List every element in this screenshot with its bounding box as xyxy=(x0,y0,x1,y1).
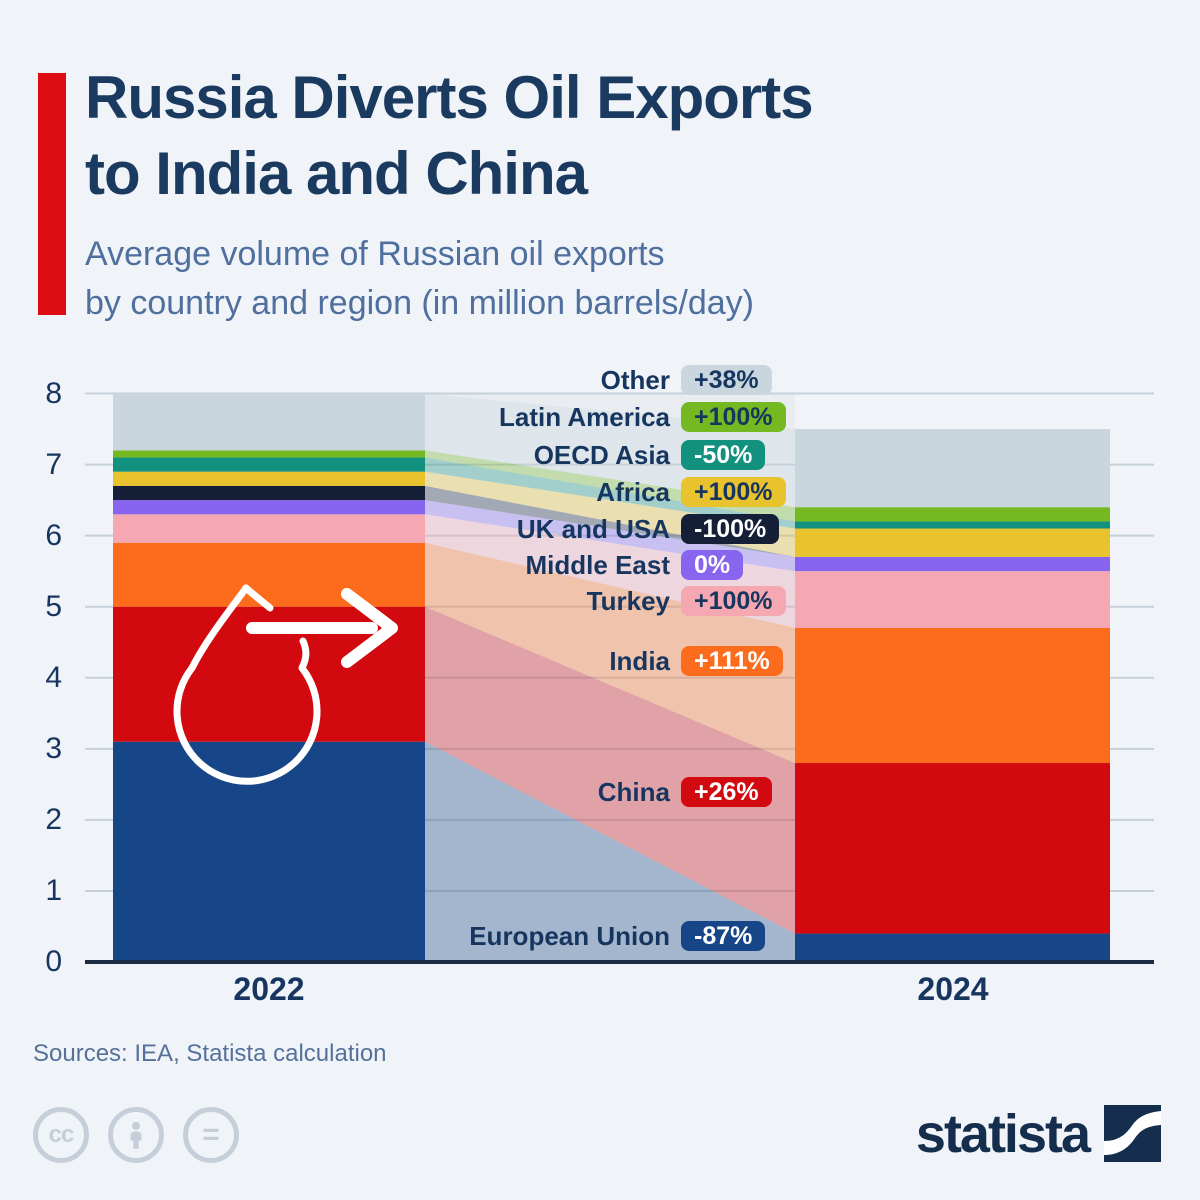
y-axis-tick-label: 0 xyxy=(45,945,62,978)
flow-band xyxy=(425,741,795,962)
statista-logo-mark xyxy=(1104,1104,1161,1162)
bar-segment-2022 xyxy=(113,450,425,458)
change-badge: +111% xyxy=(681,646,783,676)
flow-label: Turkey xyxy=(586,586,670,616)
y-axis-tick-label: 4 xyxy=(45,660,62,694)
change-badge: 0% xyxy=(681,550,744,580)
flow-label-row: Turkey +100% xyxy=(0,585,1200,617)
nd-equals-icon: = xyxy=(183,1107,239,1163)
bar-segment-2024 xyxy=(795,556,1110,572)
statista-wordmark: statista xyxy=(915,1104,1091,1164)
bar-segment-2024 xyxy=(795,933,1110,962)
bar-segment-2022 xyxy=(113,542,425,607)
flow-label-row: Middle East 0% xyxy=(0,549,1200,581)
y-axis-tick-label: 6 xyxy=(45,518,62,552)
y-axis-tick-label: 2 xyxy=(45,802,62,836)
sources-note: Sources: IEA, Statista calculation xyxy=(33,1040,387,1067)
subtitle-line-2: by country and region (in million barrel… xyxy=(85,284,754,322)
change-badge: +38% xyxy=(681,365,772,395)
flow-label: European Union xyxy=(469,921,670,951)
change-badge: -100% xyxy=(681,514,780,544)
bar-segment-2024 xyxy=(795,628,1110,764)
flow-label-row: UK and USA -100% xyxy=(0,513,1200,545)
flow-label: Other xyxy=(600,365,670,395)
flow-label-row: Latin America +100% xyxy=(0,401,1200,433)
page-title: Russia Diverts Oil Exports to India and … xyxy=(85,60,814,212)
flow-band xyxy=(425,485,795,557)
cc-icon: cc xyxy=(33,1107,89,1163)
change-badge: +100% xyxy=(681,477,786,507)
y-axis-tick-label: 3 xyxy=(45,731,62,765)
flow-label: Middle East xyxy=(525,550,670,580)
y-axis-tick-label: 5 xyxy=(45,589,62,623)
change-badge: -87% xyxy=(681,921,766,951)
statista-logo: statista xyxy=(915,1104,1161,1164)
x-axis-label-2022: 2022 xyxy=(233,971,305,1007)
title-line-1: Russia Diverts Oil Exports xyxy=(85,64,814,131)
bar-segment-2022 xyxy=(113,393,425,451)
y-axis-tick-label: 1 xyxy=(45,873,62,907)
flow-band xyxy=(425,457,795,529)
change-badge: +100% xyxy=(681,402,786,432)
change-badge: +26% xyxy=(681,777,772,807)
page-subtitle: Average volume of Russian oil exports by… xyxy=(85,230,754,328)
license-icons: cc = xyxy=(33,1107,239,1163)
flow-label-row: OECD Asia -50% xyxy=(0,439,1200,471)
by-person-icon xyxy=(108,1107,164,1163)
bar-segment-2024 xyxy=(795,571,1110,629)
flow-label-row: Africa +100% xyxy=(0,476,1200,508)
flow-label: OECD Asia xyxy=(533,440,670,470)
title-line-2: to India and China xyxy=(85,140,588,207)
bar-segment-2024 xyxy=(795,429,1110,508)
bar-segment-2024 xyxy=(795,763,1110,934)
flow-label-row: China +26% xyxy=(0,776,1200,808)
bar-segment-2022 xyxy=(113,514,425,543)
bar-segment-2022 xyxy=(113,485,425,501)
subtitle-line-1: Average volume of Russian oil exports xyxy=(85,235,665,273)
flow-label-row: Other +38% xyxy=(0,364,1200,396)
bar-segment-2024 xyxy=(795,521,1110,529)
bar-segment-2024 xyxy=(795,507,1110,522)
bar-segment-2022 xyxy=(113,457,425,472)
oil-drop-arrow-icon xyxy=(173,584,398,785)
y-axis-tick-label: 7 xyxy=(45,447,62,481)
flow-label: Latin America xyxy=(499,402,670,432)
flow-label: India xyxy=(609,646,670,676)
change-badge: +100% xyxy=(681,586,786,616)
x-axis-label-2024: 2024 xyxy=(917,971,989,1007)
bar-segment-2022 xyxy=(113,500,425,515)
flow-label: China xyxy=(597,777,670,807)
flow-label: Africa xyxy=(596,477,670,507)
bar-segment-2024 xyxy=(795,528,1110,557)
change-badge: -50% xyxy=(681,440,766,470)
chart-dynamic-layer xyxy=(85,392,1154,964)
y-axis-tick-label: 8 xyxy=(45,376,62,410)
bar-segment-2022 xyxy=(113,471,425,486)
flow-band xyxy=(425,542,795,764)
flow-band xyxy=(425,606,795,934)
title-accent-bar xyxy=(38,73,66,315)
flow-label-row: European Union -87% xyxy=(0,920,1200,952)
flow-label: UK and USA xyxy=(516,514,670,544)
flow-label-row: India +111% xyxy=(0,645,1200,677)
